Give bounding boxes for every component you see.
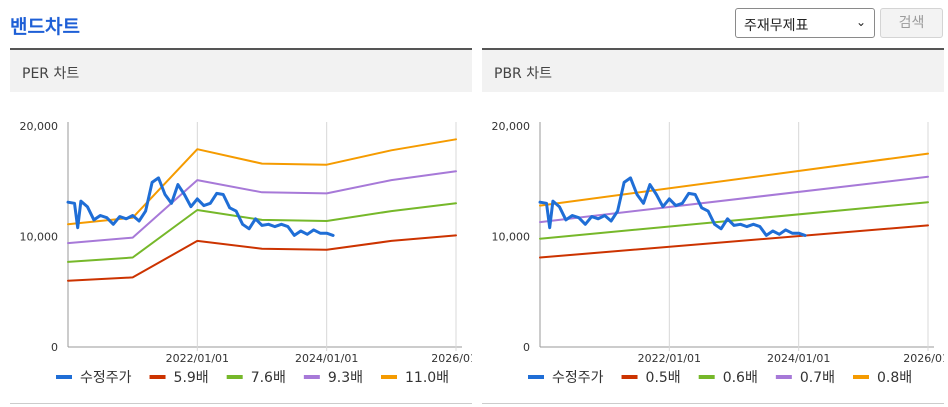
- band-series-line: [539, 224, 929, 259]
- y-tick-label: 10,000: [20, 231, 59, 244]
- band-series-line: [67, 202, 457, 263]
- select-value: 주재무제표: [744, 18, 809, 34]
- pbr-chart-title: PBR 차트: [494, 66, 552, 82]
- legend-label: 수정주가: [552, 370, 604, 386]
- x-tick-label: 2024/01/01: [295, 352, 358, 365]
- legend-label: 11.0배: [405, 370, 449, 386]
- chevron-down-icon: ⌄: [855, 15, 866, 29]
- pbr-chart-panel: PBR 차트 20,000 10,000 0 2022/01/01 2024/01/01…: [482, 48, 944, 404]
- legend-item[interactable]: 수정주가: [56, 370, 132, 386]
- statement-type-select[interactable]: 주재무제표 ⌄: [735, 8, 875, 38]
- legend-item[interactable]: 0.8배: [853, 370, 912, 386]
- page-title: 밴드차트: [10, 16, 80, 38]
- legend-item[interactable]: 7.6배: [226, 370, 286, 386]
- band-series-line: [539, 152, 929, 207]
- legend-label: 9.3배: [328, 370, 363, 386]
- divider: [482, 403, 944, 404]
- legend-item[interactable]: 수정주가: [528, 370, 604, 386]
- legend-item[interactable]: 5.9배: [149, 370, 209, 386]
- search-button[interactable]: 검색: [880, 8, 943, 38]
- legend-label: 수정주가: [80, 370, 132, 386]
- y-tick-label: 20,000: [20, 120, 59, 133]
- legend-item[interactable]: 0.7배: [775, 370, 835, 386]
- x-tick-label: 2022/01/01: [638, 352, 701, 365]
- divider: [10, 403, 472, 404]
- band-series-line: [539, 175, 929, 224]
- band-series-line: [539, 201, 929, 240]
- legend-label: 5.9배: [174, 370, 209, 386]
- y-tick-label: 0: [523, 341, 530, 354]
- legend-item[interactable]: 0.6배: [698, 370, 758, 386]
- legend-item[interactable]: 0.5배: [621, 370, 681, 386]
- legend-label: 0.6배: [723, 370, 758, 386]
- legend-label: 0.8배: [877, 370, 912, 386]
- legend-label: 0.5배: [646, 370, 681, 386]
- y-tick-label: 20,000: [492, 120, 531, 133]
- legend-item[interactable]: 11.0배: [381, 370, 449, 386]
- x-tick-label: 2026/01/: [431, 352, 472, 365]
- price-series-line: [538, 176, 807, 237]
- legend-label: 0.7배: [800, 370, 835, 386]
- pbr-chart-header: PBR 차트: [482, 48, 944, 92]
- band-series-line: [67, 138, 457, 226]
- band-series-line: [67, 234, 457, 282]
- y-tick-label: 10,000: [492, 231, 531, 244]
- x-tick-label: 2022/01/01: [166, 352, 229, 365]
- legend-label: 7.6배: [251, 370, 286, 386]
- band-series-line: [67, 170, 457, 245]
- x-tick-label: 2024/01/01: [767, 352, 830, 365]
- per-chart-header: PER 차트: [10, 48, 472, 92]
- per-chart-panel: PER 차트 20,000 10,000 0 2022/01/01 2024/01/01…: [10, 48, 472, 404]
- x-tick-label: 2026/01/: [903, 352, 944, 365]
- y-tick-label: 0: [51, 341, 58, 354]
- per-chart: 20,000 10,000 0 2022/01/01 2024/01/01 2026/01…: [20, 120, 473, 386]
- price-series-line: [66, 176, 335, 237]
- pbr-chart: 20,000 10,000 0 2022/01/01 2024/01/01 2026/01…: [492, 120, 945, 386]
- per-chart-title: PER 차트: [22, 66, 80, 82]
- legend-item[interactable]: 9.3배: [303, 370, 363, 386]
